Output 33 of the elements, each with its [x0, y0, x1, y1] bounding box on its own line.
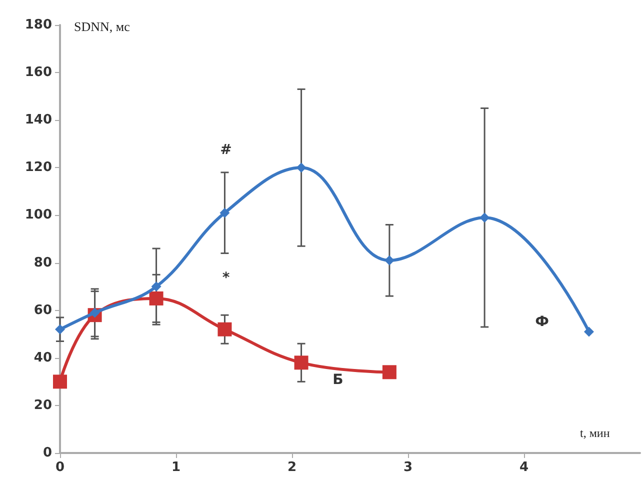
point: [584, 326, 594, 337]
point: [151, 282, 162, 292]
y-tick-label: 0: [42, 446, 52, 460]
y-tick-label: 40: [34, 350, 52, 366]
y-tick-label: 100: [24, 208, 52, 223]
x-axis-title: t, мин: [580, 426, 610, 440]
y-tick-label: 180: [24, 18, 52, 32]
point: [220, 208, 230, 218]
point: [53, 374, 67, 389]
point: [382, 365, 396, 380]
annotation: *: [222, 270, 230, 286]
y-tick-label: 80: [34, 255, 52, 270]
x-tick-label: 1: [171, 460, 181, 475]
point: [294, 356, 308, 370]
point: [218, 322, 232, 336]
y-tick-label: 20: [34, 398, 52, 413]
x-tick-label: 4: [519, 460, 529, 475]
y-axis-title: SDNN, мс: [74, 19, 130, 34]
x-tick-label: 2: [287, 460, 297, 475]
point: [149, 291, 164, 306]
point: [296, 162, 306, 173]
y-tick-label: 140: [24, 112, 52, 128]
annotation: Ф: [535, 314, 550, 330]
y-tick-label: 120: [24, 160, 52, 176]
x-tick-label: 3: [403, 460, 413, 475]
point: [55, 324, 65, 334]
point: [480, 212, 490, 223]
y-tick-label: 160: [24, 65, 52, 80]
point: [384, 255, 394, 266]
annotation: #: [220, 142, 232, 158]
x-tick-label: 0: [55, 460, 65, 475]
annotation: Б: [332, 372, 344, 388]
y-tick-label: 60: [34, 302, 52, 318]
